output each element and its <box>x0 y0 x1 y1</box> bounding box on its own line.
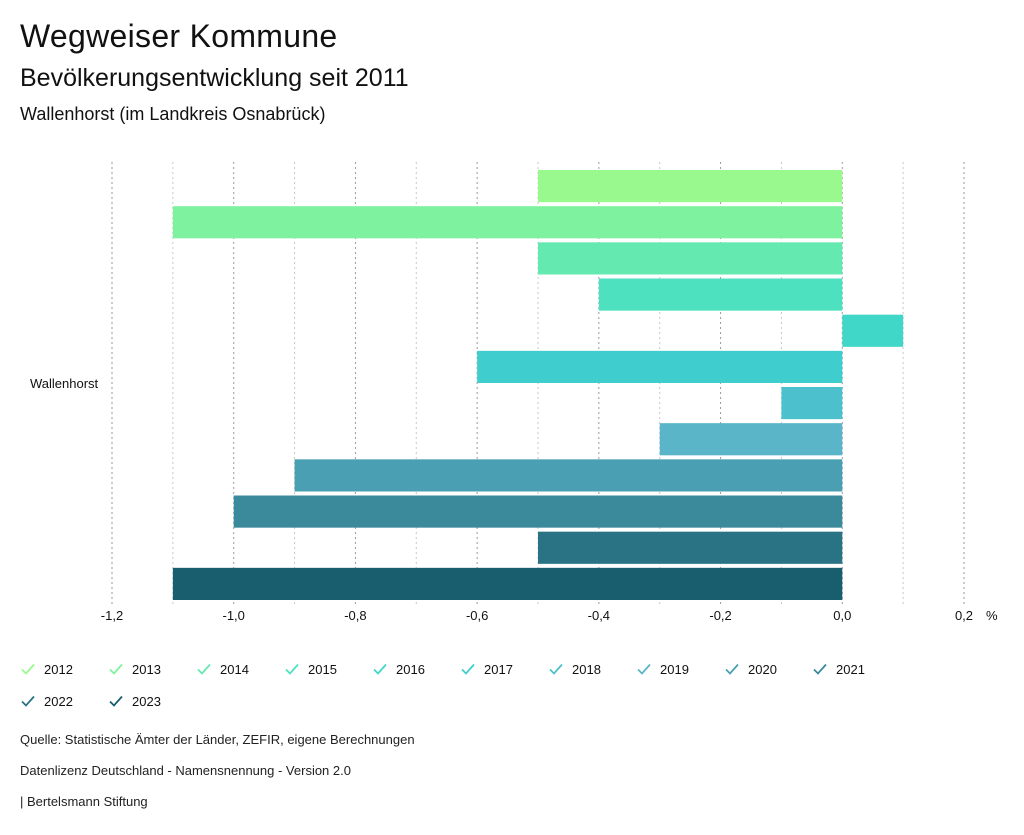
legend-item-2023[interactable]: 2023 <box>108 686 161 716</box>
bar-2017 <box>477 350 843 383</box>
legend-label: 2021 <box>836 661 865 677</box>
bar-2012 <box>538 170 843 203</box>
check-icon <box>197 663 211 675</box>
bar-2021 <box>233 495 843 528</box>
legend-item-2018[interactable]: 2018 <box>548 654 601 684</box>
legend-label: 2016 <box>396 661 425 677</box>
legend-item-2021[interactable]: 2021 <box>812 654 865 684</box>
bar-2020 <box>294 459 843 492</box>
legend-item-2020[interactable]: 2020 <box>724 654 777 684</box>
check-icon <box>109 663 123 675</box>
bar-2019 <box>659 423 843 456</box>
x-tick-label: 0,2 <box>955 608 973 623</box>
bar-2016 <box>842 314 904 347</box>
legend-label: 2017 <box>484 661 513 677</box>
check-icon <box>461 663 475 675</box>
legend-item-2022[interactable]: 2022 <box>20 686 73 716</box>
x-tick-label: -0,4 <box>588 608 610 623</box>
check-icon <box>637 663 651 675</box>
legend-label: 2020 <box>748 661 777 677</box>
check-icon <box>725 663 739 675</box>
check-icon <box>109 695 123 707</box>
legend-item-2014[interactable]: 2014 <box>196 654 249 684</box>
legend-item-2016[interactable]: 2016 <box>372 654 425 684</box>
bar-2013 <box>172 206 843 239</box>
region-heading: Wallenhorst (im Landkreis Osnabrück) <box>20 104 326 124</box>
x-unit-label: % <box>986 608 998 623</box>
check-icon <box>21 695 35 707</box>
legend-item-2017[interactable]: 2017 <box>460 654 513 684</box>
legend-label: 2023 <box>132 693 161 709</box>
category-label: Wallenhorst <box>30 376 99 391</box>
legend-item-2012[interactable]: 2012 <box>20 654 73 684</box>
x-tick-label: 0,0 <box>833 608 851 623</box>
x-tick-label: -1,2 <box>101 608 123 623</box>
x-tick-label: -0,6 <box>466 608 488 623</box>
check-icon <box>373 663 387 675</box>
bar-2014 <box>538 242 843 275</box>
chart-subtitle: Bevölkerungsentwicklung seit 2011 <box>20 64 409 92</box>
legend-item-2015[interactable]: 2015 <box>284 654 337 684</box>
check-icon <box>549 663 563 675</box>
check-icon <box>21 663 35 675</box>
bar-2018 <box>781 387 843 420</box>
bar-chart: Wallenhorst -1,2 -1,0 -0,8 -0,6 -0,4 -0,2 0,0 0,… <box>30 162 998 623</box>
legend-label: 2012 <box>44 661 73 677</box>
legend-label: 2014 <box>220 661 249 677</box>
license-note[interactable]: Datenlizenz Deutschland - Namensnennung … <box>20 763 351 778</box>
legend-label: 2019 <box>660 661 689 677</box>
bar-2015 <box>598 278 843 311</box>
legend-label: 2015 <box>308 661 337 677</box>
bar-2023 <box>172 567 843 600</box>
legend-label: 2013 <box>132 661 161 677</box>
source-note: Quelle: Statistische Ämter der Länder, Z… <box>20 732 415 747</box>
x-tick-label: -1,0 <box>223 608 245 623</box>
legend-item-2019[interactable]: 2019 <box>636 654 689 684</box>
x-tick-label: -0,2 <box>709 608 731 623</box>
legend-label: 2022 <box>44 693 73 709</box>
legend-item-2013[interactable]: 2013 <box>108 654 161 684</box>
publisher-note[interactable]: | Bertelsmann Stiftung <box>20 794 148 809</box>
x-tick-label: -0,8 <box>344 608 366 623</box>
chart-title: Wegweiser Kommune <box>20 18 338 54</box>
check-icon <box>285 663 299 675</box>
legend-label: 2018 <box>572 661 601 677</box>
check-icon <box>813 663 827 675</box>
bar-2022 <box>538 531 843 564</box>
